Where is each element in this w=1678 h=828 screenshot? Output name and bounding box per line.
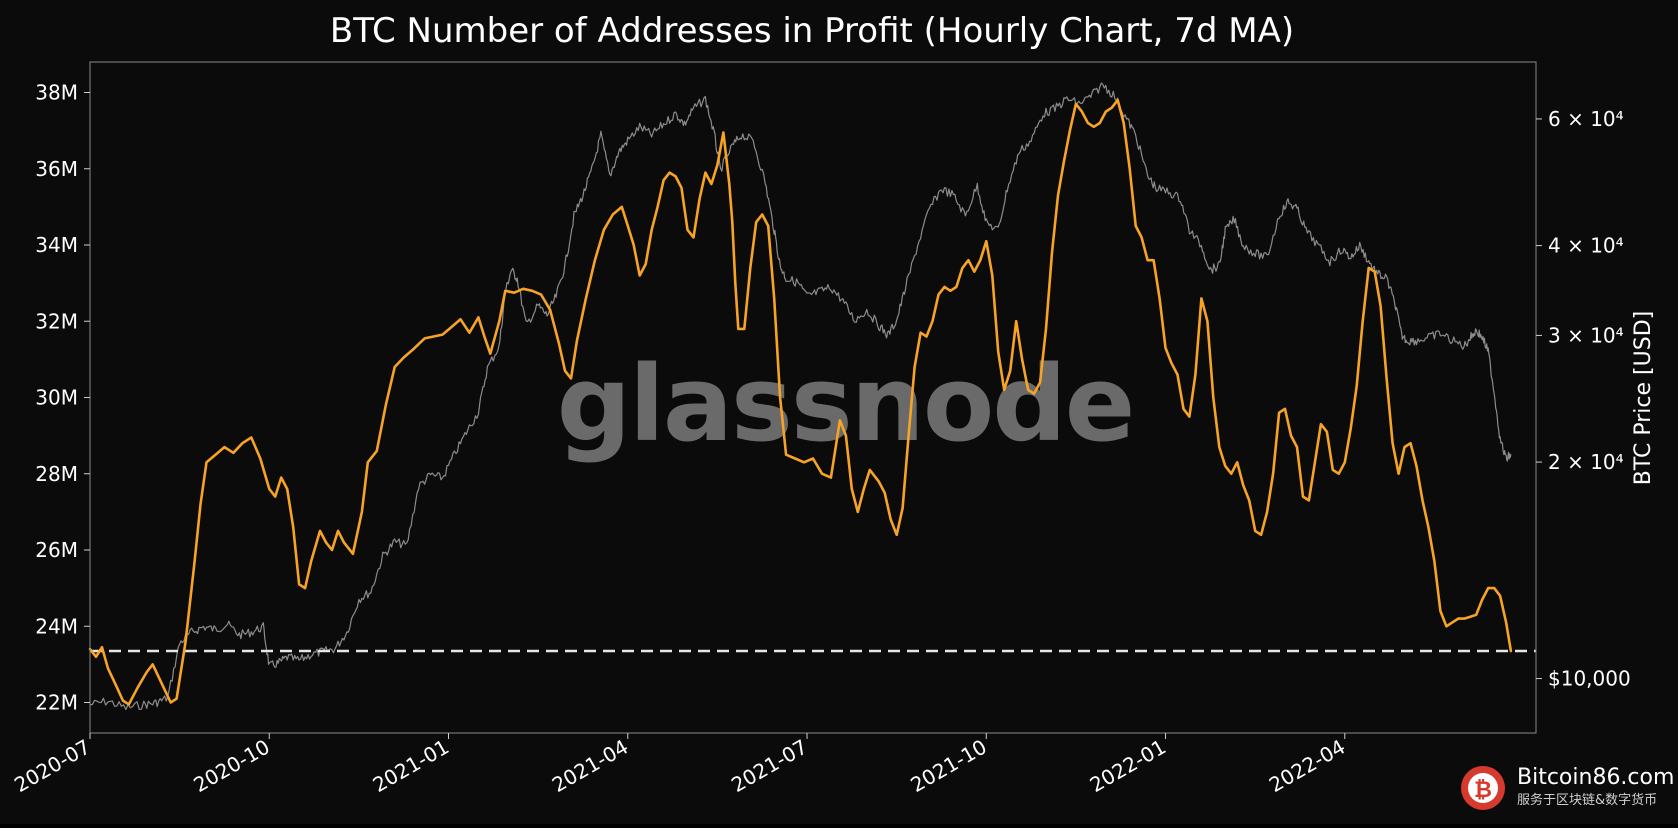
brand-logo: ₿ Bitcoin86.com 服务于区块链&数字货币	[1461, 765, 1674, 810]
left-tick-label: 22M	[35, 691, 78, 715]
left-tick-label: 38M	[35, 81, 78, 105]
right-tick-label: $10,000	[1548, 667, 1631, 691]
bitcoin-symbol: ₿	[1474, 778, 1492, 803]
left-tick-label: 32M	[35, 309, 78, 333]
chart-title: BTC Number of Addresses in Profit (Hourl…	[330, 11, 1294, 51]
right-axis: $10,000 2 × 10⁴ 3 × 10⁴ 4 × 10⁴ 6 × 10⁴	[1536, 107, 1631, 691]
right-tick-label: 2 × 10⁴	[1548, 450, 1624, 474]
right-tick-label: 4 × 10⁴	[1548, 234, 1624, 258]
left-tick-label: 24M	[35, 614, 78, 638]
left-axis: 22M 24M 26M 28M 30M 32M 34M 36M 38M	[35, 81, 90, 715]
btc-price-series	[89, 82, 1512, 711]
brand-tagline: 服务于区块链&数字货币	[1517, 792, 1657, 808]
left-tick-label: 30M	[35, 386, 78, 410]
right-axis-label: BTC Price [USD]	[1631, 311, 1656, 485]
left-tick-label: 34M	[35, 233, 78, 257]
bitcoin-logo-inner	[1468, 773, 1498, 803]
right-tick-label: 3 × 10⁴	[1548, 323, 1624, 347]
glassnode-watermark: glassnode	[557, 343, 1134, 465]
addresses-in-profit-series	[88, 98, 1513, 706]
brand-name: Bitcoin86.com	[1517, 765, 1674, 790]
left-tick-label: 26M	[35, 538, 78, 562]
right-tick-label: 6 × 10⁴	[1548, 107, 1624, 131]
left-tick-label: 28M	[35, 462, 78, 486]
left-tick-label: 36M	[35, 157, 78, 181]
plot-area	[88, 82, 1536, 711]
